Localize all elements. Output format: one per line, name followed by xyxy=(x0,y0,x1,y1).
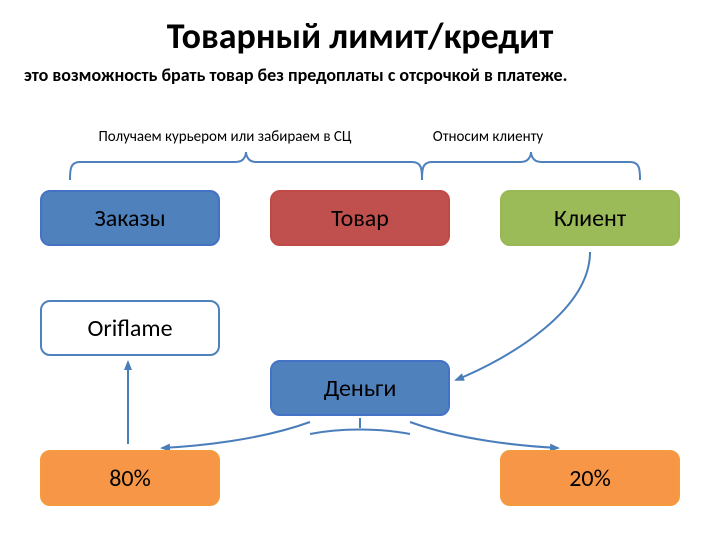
node-orders: Заказы xyxy=(40,190,220,246)
caption-right: Относим клиенту xyxy=(398,128,578,146)
arrow-money-80 xyxy=(162,422,310,448)
page-subtitle: это возможность брать товар без предопла… xyxy=(0,58,720,94)
node-client-label: Клиент xyxy=(554,204,626,233)
node-oriflame-label: Oriflame xyxy=(87,314,172,343)
title-text: Товарный лимит/кредит xyxy=(167,14,554,58)
node-pct80-label: 80% xyxy=(109,464,150,493)
node-orders-label: Заказы xyxy=(94,204,165,233)
node-goods-label: Товар xyxy=(331,204,389,233)
money-split-tick xyxy=(310,418,410,434)
subtitle-text: это возможность брать товар без предопла… xyxy=(24,64,567,86)
arrow-money-20 xyxy=(410,422,558,448)
node-money: Деньги xyxy=(270,360,450,416)
bracket-right xyxy=(422,152,640,180)
node-oriflame: Oriflame xyxy=(40,300,220,356)
arrow-client-money xyxy=(456,252,590,380)
node-money-label: Деньги xyxy=(324,374,397,403)
page-title: Товарный лимит/кредит xyxy=(0,0,720,58)
node-pct20-label: 20% xyxy=(569,464,610,493)
caption-left: Получаем курьером или забираем в СЦ xyxy=(75,128,375,146)
node-goods: Товар xyxy=(270,190,450,246)
node-pct80: 80% xyxy=(40,450,220,506)
node-client: Клиент xyxy=(500,190,680,246)
bracket-left xyxy=(70,152,422,180)
node-pct20: 20% xyxy=(500,450,680,506)
